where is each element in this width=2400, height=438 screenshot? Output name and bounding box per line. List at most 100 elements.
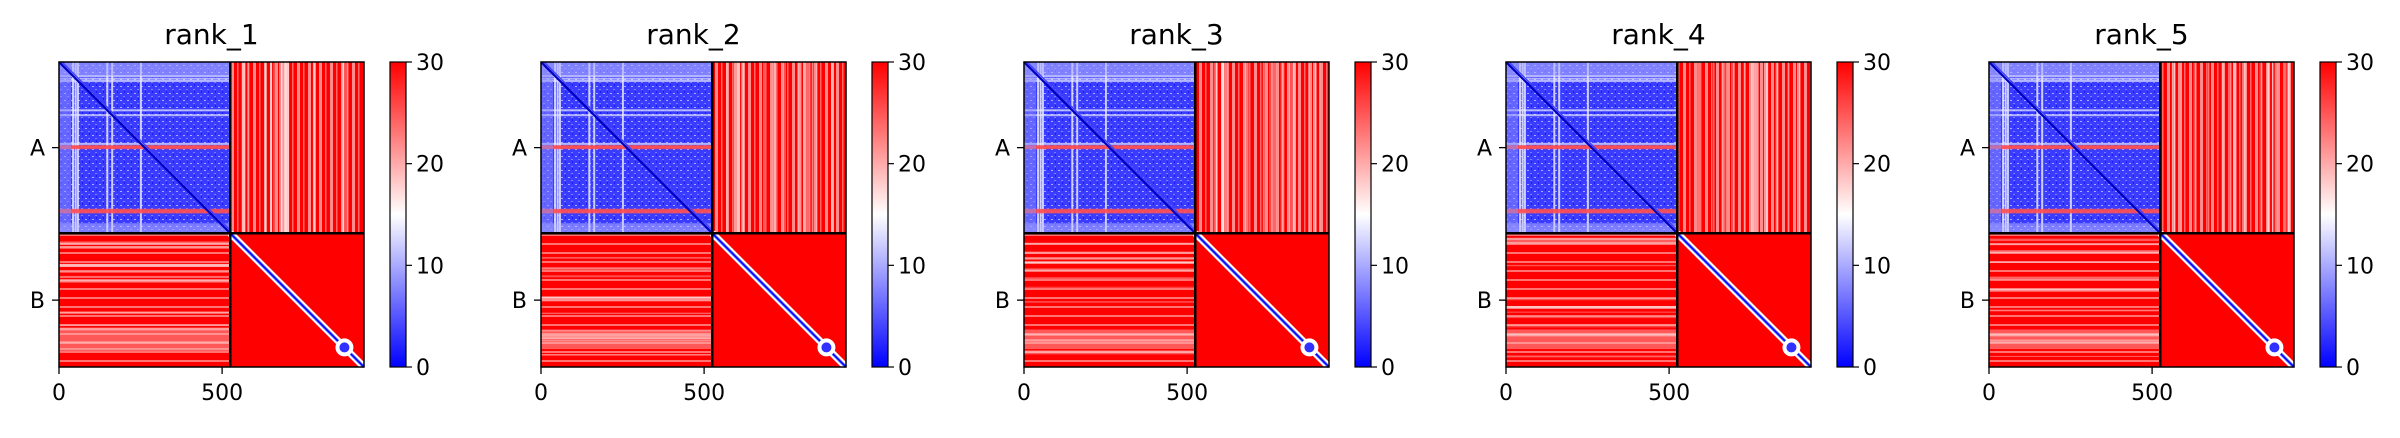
heatmap-stripe [741, 62, 744, 234]
heatmap-stripe [1215, 62, 1218, 234]
heatmap-stripe [541, 114, 713, 117]
heatmap-stripe [2229, 62, 2232, 234]
heatmap-stripe [733, 62, 738, 234]
plot-frame [1988, 61, 2295, 368]
heatmap-stripe [1024, 242, 1196, 245]
heatmap-stripe [1225, 62, 1229, 234]
heatmap-stripe [1989, 77, 2161, 80]
colorbar-tick-label: 20 [2346, 153, 2374, 178]
y-tick-label: B [1477, 289, 1492, 314]
panel-title: rank_2 [646, 18, 740, 51]
diagonal-A [58, 61, 232, 235]
heatmap-stripe [541, 210, 713, 214]
diagonal-A [540, 61, 714, 235]
heatmap-stripe [344, 62, 348, 234]
diagonal-A-near [61, 61, 231, 231]
colorbar-tick-label: 0 [1381, 356, 1395, 381]
heatmap-stripe [1289, 62, 1293, 234]
heatmap-stripe [1506, 62, 1518, 234]
heatmap-stripe [783, 62, 787, 234]
colorbar [1836, 61, 1854, 368]
heatmap-stripe [797, 62, 801, 234]
diagonal-A [1023, 61, 1197, 235]
heatmap-stripe [2284, 62, 2287, 234]
heatmap-stripe [1989, 261, 2161, 263]
y-tick-label: A [1477, 137, 1492, 162]
heatmap-stripe [2233, 62, 2237, 234]
heatmap-stripe [1272, 62, 1277, 234]
heatmap-stripe [541, 267, 713, 270]
heatmap-stripe [1506, 316, 1678, 319]
panel-rank_2: rank_2 0 500 A B 0 10 20 30 [512, 18, 926, 406]
heatmap-stripe [1989, 243, 2161, 246]
heatmap-stripe [1506, 241, 1678, 243]
panel-rank_5: rank_5 0 500 A B 0 10 20 30 [1960, 18, 2374, 406]
heatmap-stripe [1024, 261, 1196, 264]
diagonal-A [1988, 61, 2162, 235]
colorbar [389, 61, 407, 368]
x-tick-label: 500 [201, 381, 243, 406]
heatmap-stripe [1506, 329, 1678, 350]
heatmap-stripe [281, 62, 284, 234]
heatmap-stripe [1506, 114, 1678, 117]
heatmap-stripe [59, 77, 231, 80]
heatmap-stripe [1506, 109, 1678, 112]
heatmap-stripe [59, 241, 231, 245]
heatmap-stripe [1024, 79, 1196, 82]
heatmap-stripe [270, 62, 272, 234]
x-tick-label: 500 [2131, 381, 2173, 406]
heatmap-block-A-B [230, 62, 364, 234]
heatmap-stripe [1750, 62, 1754, 234]
heatmap-stripe [241, 62, 246, 234]
heatmap-stripe [541, 223, 713, 234]
colorbar-tick-label: 20 [898, 153, 926, 178]
heatmap-stripe [763, 62, 765, 234]
heatmap-stripe [1989, 114, 2161, 117]
heatmap-stripe [1775, 62, 1779, 234]
heatmap-stripe [799, 62, 802, 234]
heatmap-stripe [1506, 240, 1678, 242]
heatmap-stripe [283, 62, 286, 234]
heatmap-stripe [1989, 223, 2161, 234]
heatmap-stripe [741, 62, 746, 234]
heatmap-stripe [1024, 77, 1196, 80]
heatmap-stripe [811, 62, 814, 234]
heatmap-stripe [541, 299, 713, 302]
heatmap-stripe [1506, 223, 1678, 234]
heatmap-stripe [1024, 268, 1196, 271]
heatmap-stripe [541, 275, 713, 278]
heatmap-stripe [541, 256, 713, 259]
colorbar [1354, 61, 1372, 368]
heatmap-stripe [284, 62, 287, 234]
diagonal-A-near [543, 61, 713, 231]
heatmap-stripe [1271, 62, 1273, 234]
heatmap-stripe [59, 348, 231, 351]
heatmap-stripe [1024, 62, 1196, 76]
heatmap-stripe [1989, 210, 2161, 214]
heatmap-stripe [273, 62, 276, 234]
heatmap-stripe [1312, 62, 1317, 234]
heatmap-stripe [1756, 62, 1759, 234]
x-tick-label: 500 [1648, 381, 1690, 406]
heatmap-stripe [816, 62, 818, 234]
heatmap-stripe [1989, 62, 2001, 234]
heatmap-stripe [284, 62, 289, 234]
heatmap-stripe [1989, 238, 2161, 242]
heatmap-stripe [1308, 62, 1310, 234]
panel-title: rank_3 [1129, 18, 1223, 51]
heatmap-stripe [1989, 62, 2161, 76]
heatmap-stripe [1506, 77, 1678, 80]
heatmap-stripe [1024, 286, 1196, 288]
heatmap-stripe [1755, 62, 1759, 234]
heatmap-stripe [1292, 62, 1296, 234]
heatmap-stripe [59, 275, 231, 279]
heatmap-stripe [59, 311, 231, 314]
heatmap-block-A-B [2160, 62, 2294, 234]
colorbar-tick-label: 20 [1381, 153, 1409, 178]
heatmap-stripe [1506, 242, 1678, 245]
heatmap-stripe [1269, 62, 1271, 234]
plot-frame [540, 61, 847, 368]
heatmap-blob-core [821, 342, 832, 353]
heatmap-stripe [1024, 75, 1196, 78]
